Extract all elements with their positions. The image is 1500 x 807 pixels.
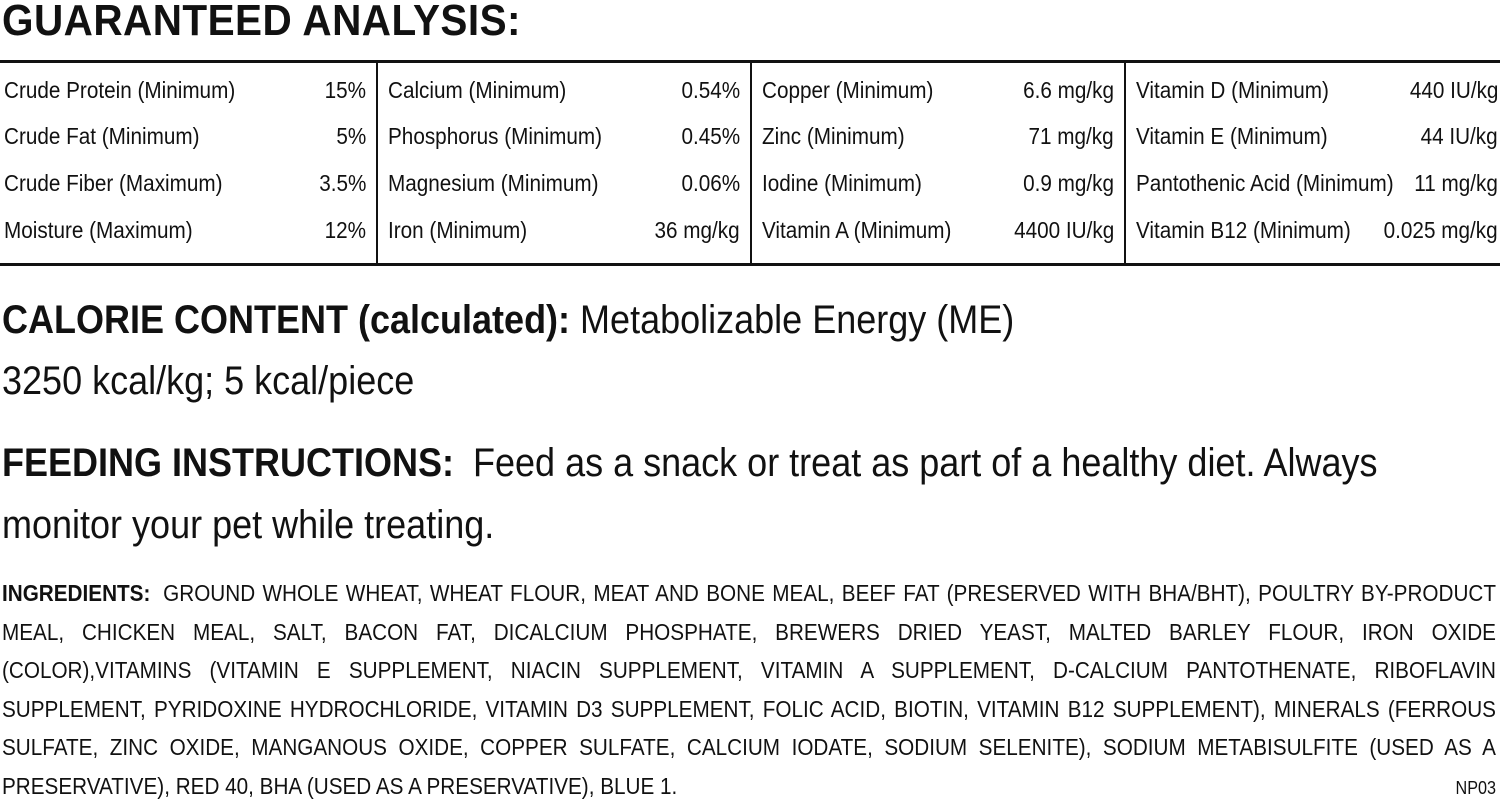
nutrient-name: Crude Fiber (Maximum) [4, 170, 223, 196]
nutrient-value: 0.06% [681, 170, 740, 196]
analysis-row: Crude Fiber (Maximum) 3.5% [0, 160, 378, 206]
feeding-heading: FEEDING INSTRUCTIONS: [2, 441, 455, 485]
analysis-column-4: Vitamin D (Minimum) 440 IU/kg Vitamin E … [1126, 63, 1500, 263]
analysis-row: Vitamin E (Minimum) 44 IU/kg [1126, 113, 1500, 159]
analysis-row: Iodine (Minimum) 0.9 mg/kg [752, 160, 1126, 206]
nutrient-value: 36 mg/kg [654, 217, 740, 243]
feeding-instructions: FEEDING INSTRUCTIONS: Feed as a snack or… [2, 432, 1406, 556]
analysis-row: Copper (Minimum) 6.6 mg/kg [752, 67, 1126, 113]
analysis-row: Vitamin B12 (Minimum) 0.025 mg/kg [1126, 207, 1500, 253]
analysis-column-3: Copper (Minimum) 6.6 mg/kg Zinc (Minimum… [752, 63, 1126, 263]
nutrient-value: 71 mg/kg [1028, 123, 1114, 149]
calorie-content: CALORIE CONTENT (calculated): Metaboliza… [2, 294, 1014, 346]
nutrient-name: Magnesium (Minimum) [388, 170, 599, 196]
ingredients-heading: INGREDIENTS: [2, 580, 151, 606]
nutrient-name: Pantothenic Acid (Minimum) [1136, 170, 1394, 196]
analysis-column-2: Calcium (Minimum) 0.54% Phosphorus (Mini… [378, 63, 752, 263]
table-top-rule [0, 60, 1500, 63]
nutrient-name: Iodine (Minimum) [762, 170, 922, 196]
analysis-row: Crude Protein (Minimum) 15% [0, 67, 378, 113]
nutrient-value: 4400 IU/kg [1013, 217, 1114, 243]
nutrient-value: 0.9 mg/kg [1023, 170, 1114, 196]
analysis-row: Vitamin A (Minimum) 4400 IU/kg [752, 207, 1126, 253]
product-code: NP03 [1455, 778, 1496, 798]
nutrient-name: Crude Protein (Minimum) [4, 77, 236, 103]
analysis-row: Pantothenic Acid (Minimum) 11 mg/kg [1126, 160, 1500, 206]
nutrient-value: 0.45% [681, 123, 740, 149]
nutrient-value: 440 IU/kg [1409, 77, 1498, 103]
nutrient-value: 0.54% [681, 77, 740, 103]
analysis-row: Magnesium (Minimum) 0.06% [378, 160, 752, 206]
nutrient-name: Vitamin A (Minimum) [762, 217, 952, 243]
analysis-row: Zinc (Minimum) 71 mg/kg [752, 113, 1126, 159]
analysis-row: Iron (Minimum) 36 mg/kg [378, 207, 752, 253]
ingredients-text: GROUND WHOLE WHEAT, WHEAT FLOUR, MEAT AN… [2, 580, 1496, 799]
nutrient-value: 3.5% [318, 170, 366, 196]
nutrient-name: Copper (Minimum) [762, 77, 934, 103]
nutrient-value: 0.025 mg/kg [1384, 217, 1498, 243]
ingredients: INGREDIENTS: GROUND WHOLE WHEAT, WHEAT F… [2, 574, 1496, 805]
nutrient-value: 5% [336, 123, 366, 149]
nutrient-value: 44 IU/kg [1420, 123, 1498, 149]
analysis-row: Phosphorus (Minimum) 0.45% [378, 113, 752, 159]
analysis-row: Vitamin D (Minimum) 440 IU/kg [1126, 67, 1500, 113]
nutrient-name: Iron (Minimum) [388, 217, 528, 243]
analysis-row: Crude Fat (Minimum) 5% [0, 113, 378, 159]
analysis-column-1: Crude Protein (Minimum) 15% Crude Fat (M… [0, 63, 378, 263]
nutrient-name: Vitamin B12 (Minimum) [1136, 217, 1351, 243]
guaranteed-analysis-title: GUARANTEED ANALYSIS: [2, 0, 521, 45]
column-divider [1124, 63, 1126, 263]
table-bottom-rule [0, 263, 1500, 266]
analysis-row: Moisture (Maximum) 12% [0, 207, 378, 253]
nutrient-value: 6.6 mg/kg [1023, 77, 1114, 103]
column-divider [750, 63, 752, 263]
nutrient-name: Moisture (Maximum) [4, 217, 193, 243]
nutrient-name: Vitamin D (Minimum) [1136, 77, 1329, 103]
nutrient-value: 15% [324, 77, 366, 103]
calorie-values: 3250 kcal/kg; 5 kcal/piece [2, 359, 415, 403]
nutrient-name: Zinc (Minimum) [762, 123, 905, 149]
nutrient-name: Crude Fat (Minimum) [4, 123, 200, 149]
analysis-row: Calcium (Minimum) 0.54% [378, 67, 752, 113]
nutrient-value: 12% [324, 217, 366, 243]
nutrient-value: 11 mg/kg [1414, 170, 1498, 196]
nutrient-name: Phosphorus (Minimum) [388, 123, 602, 149]
feeding-text: Feed as a snack or treat as part of a he… [2, 441, 1378, 547]
calorie-subheading: Metabolizable Energy (ME) [580, 298, 1015, 342]
nutrient-name: Vitamin E (Minimum) [1136, 123, 1328, 149]
calorie-heading: CALORIE CONTENT (calculated): [2, 298, 571, 342]
column-divider [376, 63, 378, 263]
nutrient-name: Calcium (Minimum) [388, 77, 567, 103]
guaranteed-analysis-table: Crude Protein (Minimum) 15% Crude Fat (M… [0, 63, 1500, 263]
